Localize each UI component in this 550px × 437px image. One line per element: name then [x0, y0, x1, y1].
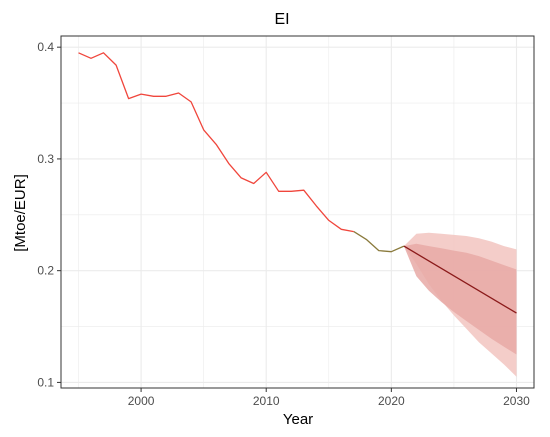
y-tick-label: 0.1 [37, 375, 54, 389]
chart-title: EI [274, 11, 289, 28]
y-tick-label: 0.3 [37, 152, 54, 166]
grid [61, 36, 534, 388]
series-transition [353, 231, 405, 253]
x-tick-label: 2010 [253, 394, 280, 408]
series-lines [78, 52, 517, 314]
x-axis-ticks: 2000 2010 2020 2030 [128, 388, 530, 408]
series-historical [78, 52, 354, 233]
x-tick-label: 2030 [503, 394, 530, 408]
x-tick-label: 2020 [378, 394, 405, 408]
band-inner [403, 243, 517, 355]
confidence-bands [403, 232, 517, 377]
panel-border [60, 35, 535, 389]
y-axis-ticks: 0.1 0.2 0.3 0.4 [37, 40, 61, 389]
series-forecast [403, 245, 517, 314]
y-tick-label: 0.2 [37, 264, 54, 278]
y-axis-title: [Mtoe/EUR] [12, 174, 29, 252]
x-axis-title: Year [283, 411, 313, 428]
x-tick-label: 2000 [128, 394, 155, 408]
y-tick-label: 0.4 [37, 40, 54, 54]
